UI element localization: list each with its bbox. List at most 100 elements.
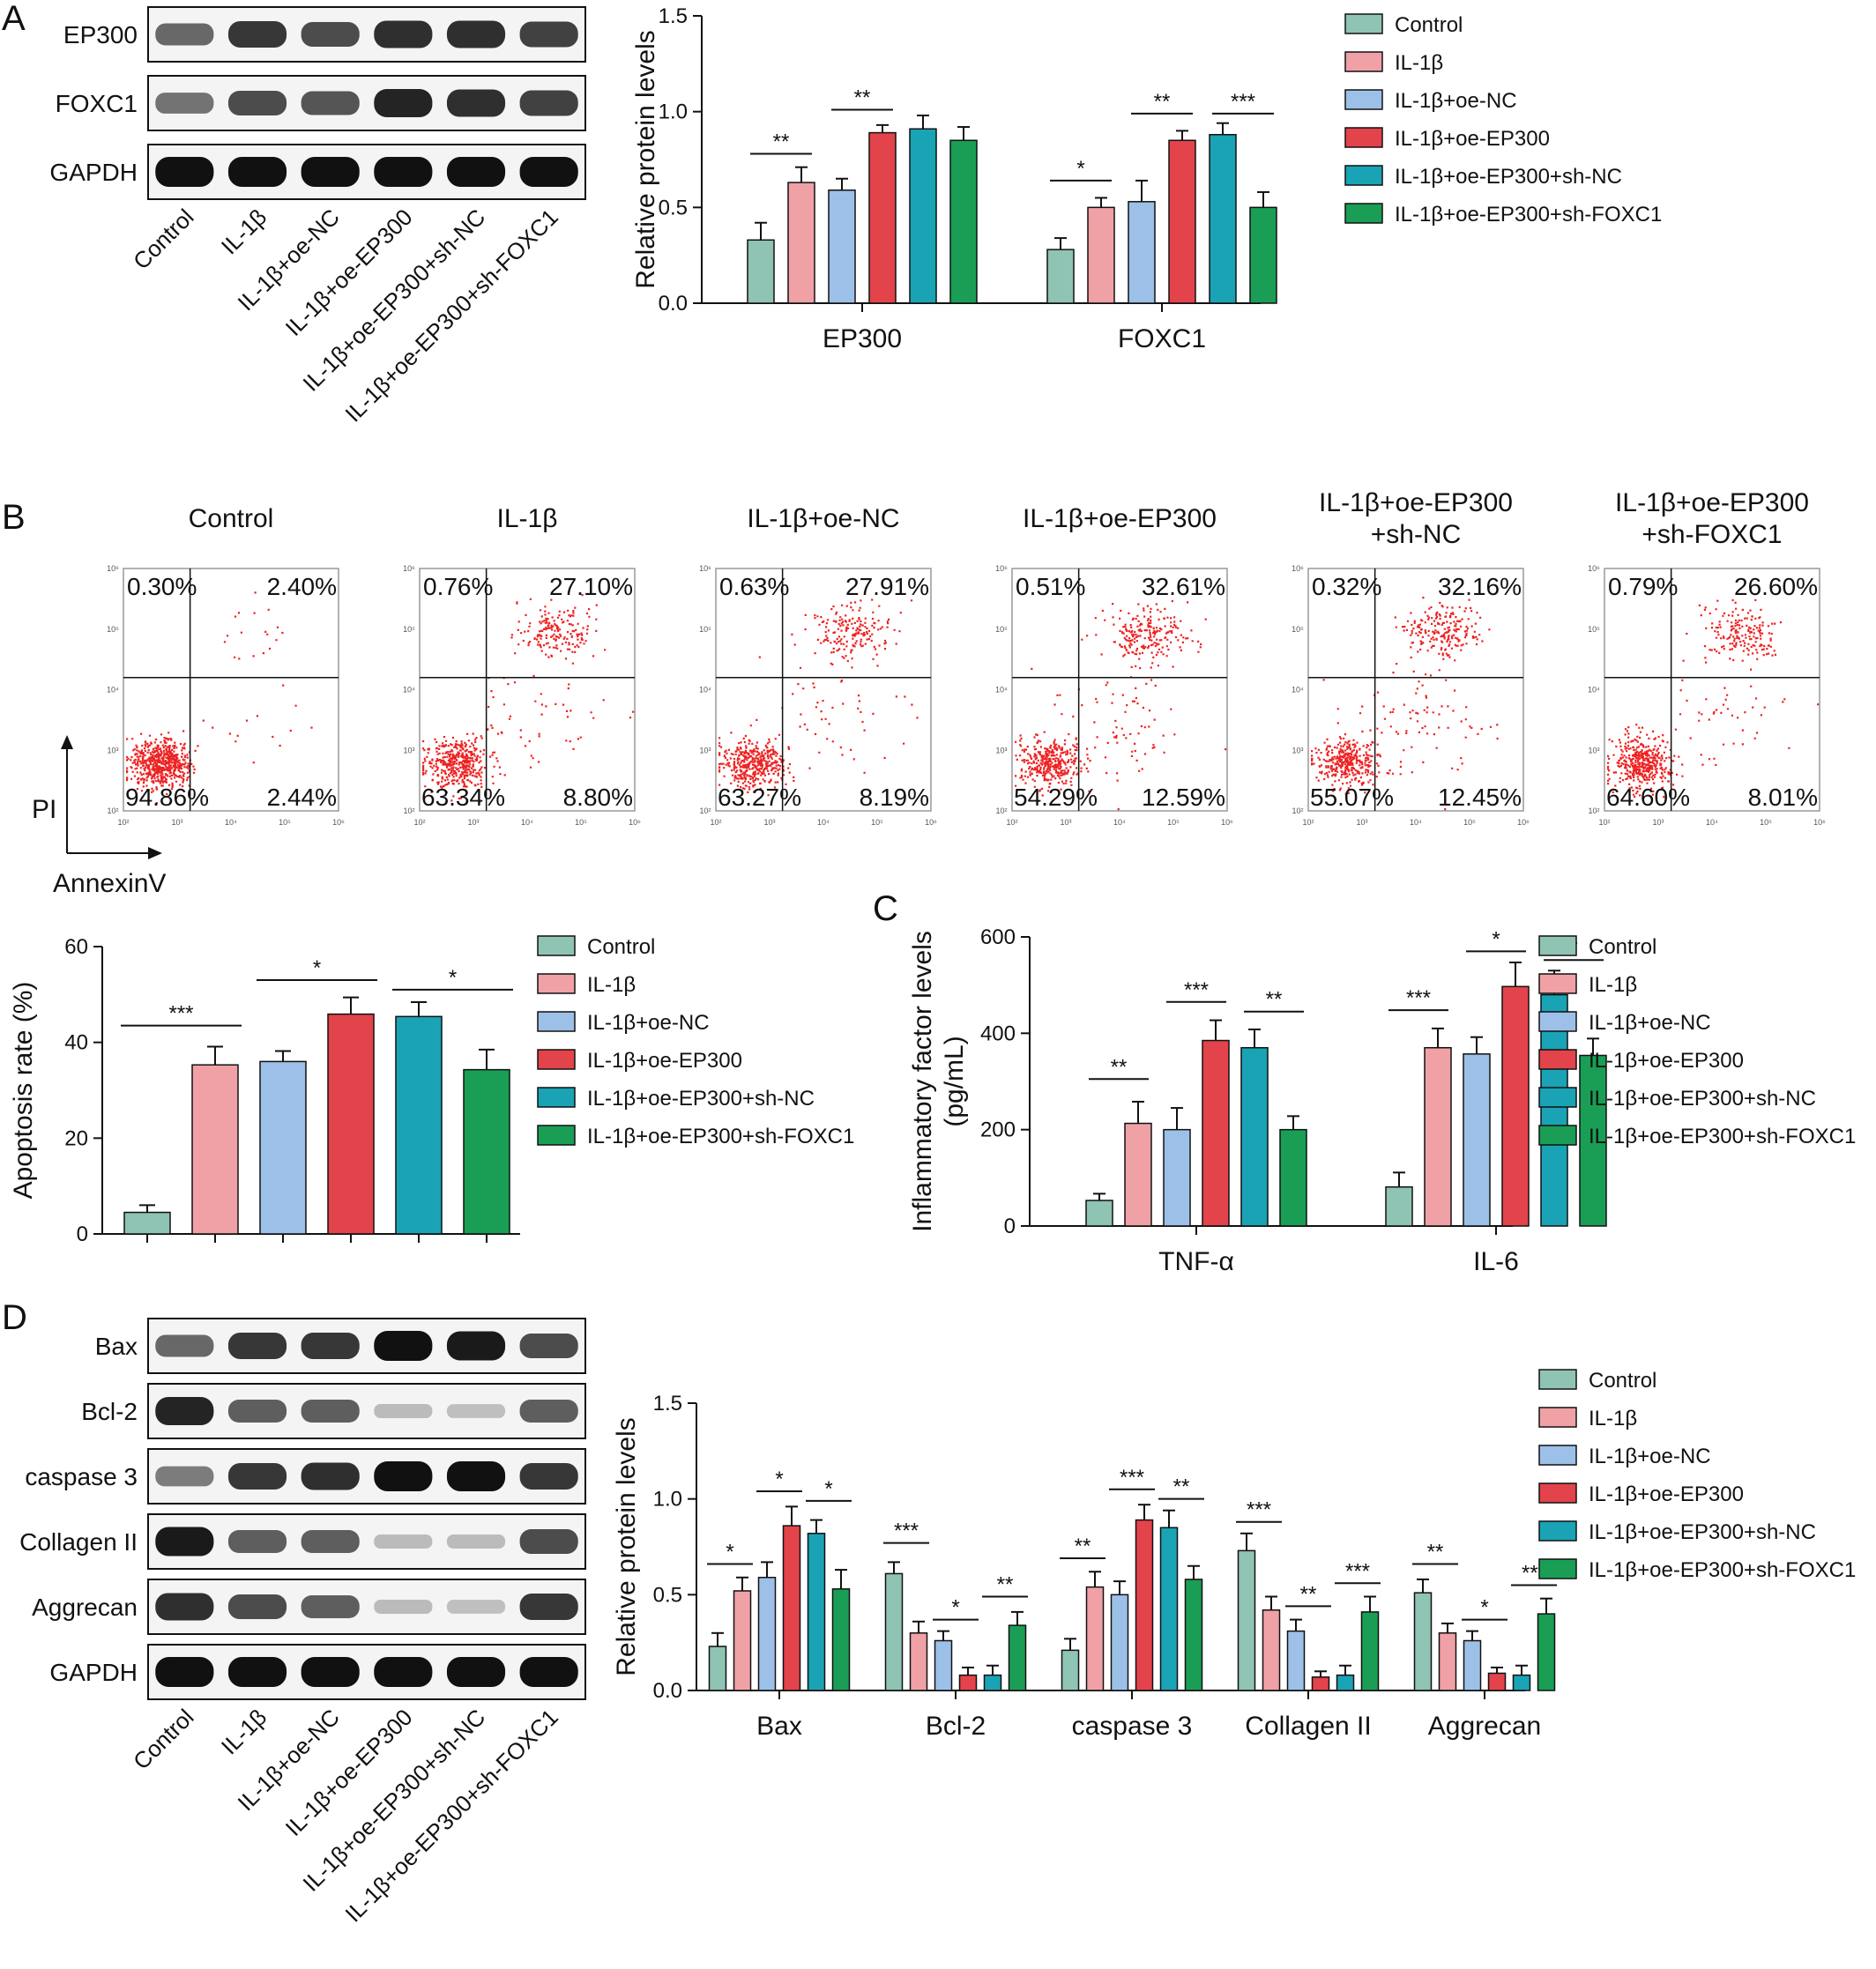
- blot-band: [446, 1331, 506, 1361]
- significance-label: ***: [1247, 1498, 1271, 1522]
- blot-band: [155, 1396, 214, 1426]
- blot-band: [227, 1332, 287, 1360]
- legend-b: Control IL-1β IL-1β+oe-NC IL-1β+oe-EP300 IL-…: [537, 935, 854, 1148]
- significance-label: **: [854, 85, 871, 109]
- bar: [1085, 1200, 1113, 1227]
- flow-y-tick: 10⁵: [1588, 625, 1600, 634]
- quadrant-percent-lr: 2.44%: [267, 784, 337, 811]
- flow-x-tick: 10⁶: [629, 818, 641, 827]
- flow-x-tick: 10⁴: [1706, 818, 1718, 827]
- flow-plot: Control 0.30% 2.40% 94.86% 2.44% 10² 10² 10³ 10³…: [107, 504, 345, 827]
- blot-band: [301, 1462, 360, 1490]
- blot-frame: [147, 1318, 586, 1374]
- blot-label: caspase 3: [25, 1463, 138, 1490]
- flow-plot-frame: [1307, 568, 1524, 812]
- legend-label: IL-1β+oe-NC: [1589, 1011, 1711, 1035]
- blot-band: [374, 1460, 433, 1492]
- flow-plot-title: IL-1β+oe-NC: [747, 504, 899, 533]
- bar: [1209, 133, 1237, 304]
- y-tick-label: 1.0: [653, 1488, 682, 1512]
- bar: [1240, 1046, 1269, 1227]
- blot-band: [227, 156, 287, 188]
- y-tick-label: 600: [980, 925, 1016, 949]
- significance-label: ***: [1231, 90, 1255, 114]
- quadrant-percent-lr: 8.80%: [563, 784, 633, 811]
- bar: [1413, 1592, 1433, 1691]
- blot-frame: [147, 1448, 586, 1505]
- quadrant-percent-ll: 63.27%: [718, 784, 801, 811]
- significance-label: *: [1480, 1596, 1488, 1620]
- bar: [958, 1674, 978, 1691]
- bar: [259, 1060, 307, 1235]
- flow-dots: [422, 594, 635, 803]
- blot-band: [446, 1404, 506, 1418]
- legend-swatch: [1538, 1445, 1577, 1466]
- bar: [1540, 993, 1568, 1227]
- flow-plot-title: IL-1β: [497, 504, 558, 533]
- lane-label: IL-1β+oe-EP300: [280, 204, 418, 341]
- bar: [1124, 1122, 1152, 1227]
- blot-label: EP300: [63, 21, 138, 48]
- blot-band: [446, 1460, 506, 1492]
- quadrant-percent-ul: 0.63%: [719, 573, 789, 600]
- bar: [1512, 1674, 1531, 1691]
- blot-band: [301, 156, 360, 188]
- bar: [909, 128, 937, 304]
- flow-y-tick: 10⁵: [699, 625, 711, 634]
- bar: [191, 1064, 239, 1235]
- blot-band: [519, 1656, 578, 1688]
- flow-y-tick: 10³: [403, 746, 414, 754]
- flow-y-tick: 10⁴: [1292, 686, 1304, 695]
- blot-label: Collagen II: [19, 1528, 138, 1556]
- significance-label: ***: [1345, 1559, 1370, 1583]
- quadrant-percent-ur: 27.91%: [845, 573, 929, 600]
- legend-label: IL-1β+oe-EP300+sh-NC: [1589, 1087, 1816, 1111]
- bar: [1438, 1632, 1457, 1691]
- bar: [1085, 1586, 1105, 1691]
- flow-plot: IL-1β+oe-NC 0.63% 27.91% 63.27% 8.19% 10² 10² 1…: [699, 504, 937, 827]
- panel-letter-d: D: [2, 1298, 27, 1337]
- quadrant-percent-lr: 8.19%: [860, 784, 929, 811]
- blot-frame: [147, 75, 586, 131]
- legend-label: IL-1β+oe-EP300+sh-FOXC1: [1395, 203, 1662, 227]
- flow-x-tick: 10⁵: [575, 818, 587, 827]
- significance-label: ***: [1406, 986, 1431, 1010]
- flow-x-tick: 10⁶: [1221, 818, 1233, 827]
- bar: [1360, 1611, 1380, 1691]
- blot-band: [374, 88, 433, 118]
- significance-label: ***: [1120, 1466, 1144, 1490]
- y-tick-label: 0.0: [659, 292, 688, 316]
- flow-y-tick: 10²: [1292, 806, 1303, 815]
- flow-y-tick: 10⁴: [699, 686, 711, 695]
- blot-band: [155, 1656, 214, 1688]
- legend-label: IL-1β: [1589, 1407, 1637, 1430]
- quadrant-percent-ul: 0.30%: [127, 573, 197, 600]
- legend-label: IL-1β+oe-EP300+sh-FOXC1: [1589, 1558, 1856, 1582]
- y-tick-label: 0.5: [659, 196, 688, 219]
- blot-band: [374, 20, 433, 48]
- significance-label: *: [1492, 927, 1500, 951]
- blot-frame: [147, 1579, 586, 1635]
- flow-x-tick: 10³: [1356, 818, 1367, 827]
- blot-band: [301, 1530, 360, 1553]
- panel-letter-b: B: [2, 498, 26, 537]
- flow-plot-title: +sh-NC: [1371, 520, 1462, 549]
- flow-x-tick: 10⁵: [1760, 818, 1772, 827]
- quadrant-percent-ul: 0.51%: [1016, 573, 1085, 600]
- flow-cytometry-plots: Control 0.30% 2.40% 94.86% 2.44% 10² 10² 10³ 10³…: [107, 488, 1826, 827]
- blot-band: [227, 1530, 287, 1553]
- blot-band: [227, 1656, 287, 1688]
- legend-swatch: [1538, 1558, 1577, 1579]
- flow-x-tick: 10⁴: [1113, 818, 1126, 827]
- legend-swatch: [537, 935, 576, 956]
- lane-label: IL-1β: [216, 204, 272, 259]
- quadrant-percent-ur: 27.10%: [549, 573, 633, 600]
- blot-band: [155, 1527, 214, 1557]
- legend-swatch: [1538, 1011, 1577, 1032]
- flow-y-tick: 10²: [1588, 806, 1599, 815]
- flow-y-tick: 10⁶: [699, 564, 711, 573]
- significance-label: **: [1266, 988, 1283, 1012]
- blot-band: [301, 1595, 360, 1618]
- legend-swatch: [1344, 13, 1383, 34]
- bar: [884, 1572, 904, 1691]
